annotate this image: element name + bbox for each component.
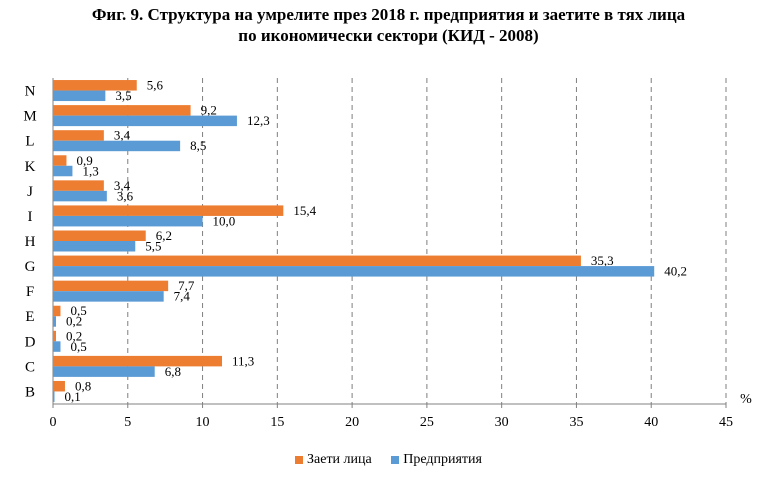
bar-employees <box>53 105 191 116</box>
data-label-enterprises: 40,2 <box>664 264 687 279</box>
x-tick-label: 20 <box>345 415 359 430</box>
bar-employees <box>53 355 222 367</box>
y-category-label: I <box>28 209 33 225</box>
data-label-employees: 0,9 <box>76 153 92 168</box>
bar-enterprises <box>53 391 55 402</box>
bar-employees <box>53 80 137 91</box>
bar-enterprises <box>53 241 136 252</box>
legend: Заети лица Предприятия <box>0 452 777 469</box>
data-label-enterprises: 8,5 <box>190 138 206 153</box>
data-label-employees: 0,5 <box>70 303 86 318</box>
bar-employees <box>53 330 56 342</box>
chart-title-line2: по икономически сектори (КИД - 2008) <box>238 26 539 45</box>
y-category-label: K <box>25 159 36 175</box>
data-label-employees: 3,4 <box>114 178 131 193</box>
bar-employees <box>53 205 284 216</box>
bar-enterprises <box>53 316 56 327</box>
bar-enterprises <box>53 266 655 277</box>
x-tick-label: 30 <box>495 415 509 430</box>
bar-enterprises <box>53 366 155 377</box>
data-label-enterprises: 0,1 <box>64 389 80 404</box>
data-label-employees: 0,2 <box>66 328 82 343</box>
data-label-employees: 6,2 <box>156 228 172 243</box>
y-category-label: B <box>25 384 35 400</box>
x-tick-label: 25 <box>420 415 434 430</box>
y-category-label: E <box>25 309 34 325</box>
bar-enterprises <box>53 341 61 352</box>
bar-enterprises <box>53 165 73 177</box>
bar-employees <box>53 280 169 292</box>
data-label-employees: 7,7 <box>178 278 195 293</box>
data-label-enterprises: 0,5 <box>70 339 86 354</box>
x-tick-label: 10 <box>196 415 210 430</box>
data-label-employees: 3,4 <box>114 128 131 143</box>
data-label-employees: 9,2 <box>201 103 217 118</box>
x-tick-label: 5 <box>124 415 131 430</box>
legend-item-employees: Заети лица <box>295 452 372 468</box>
chart-title-line1: Фиг. 9. Структура на умрелите през 2018 … <box>91 5 686 24</box>
chart-title: Фиг. 9. Структура на умрелите през 2018 … <box>0 4 777 46</box>
y-category-label: F <box>26 284 34 300</box>
data-label-employees: 0,8 <box>75 378 91 393</box>
x-unit-label: % <box>740 392 752 407</box>
data-label-enterprises: 5,5 <box>145 239 161 254</box>
legend-label-employees: Заети лица <box>307 452 372 467</box>
bar-enterprises <box>53 140 181 152</box>
bar-enterprises <box>53 291 164 302</box>
bar-enterprises <box>53 215 203 227</box>
bar-enterprises <box>53 90 106 102</box>
data-label-employees: 11,3 <box>232 353 254 368</box>
y-category-label: G <box>25 259 36 275</box>
data-label-enterprises: 12,3 <box>247 113 270 128</box>
bar-employees <box>53 180 104 191</box>
bar-employees <box>53 305 61 317</box>
x-tick-label: 45 <box>719 415 733 430</box>
bar-employees <box>53 155 67 166</box>
data-label-enterprises: 7,4 <box>174 289 191 304</box>
bar-employees <box>53 130 104 141</box>
data-label-enterprises: 6,8 <box>165 364 181 379</box>
bar-employees <box>53 230 146 241</box>
data-label-enterprises: 10,0 <box>213 213 236 228</box>
bar-employees <box>53 255 581 267</box>
bar-enterprises <box>53 115 237 127</box>
data-label-employees: 35,3 <box>591 253 614 268</box>
x-tick-label: 0 <box>50 415 57 430</box>
data-label-enterprises: 3,5 <box>115 88 131 103</box>
y-category-label: J <box>27 184 33 200</box>
x-tick-label: 40 <box>644 415 658 430</box>
data-label-employees: 5,6 <box>147 78 164 93</box>
bar-employees <box>53 380 65 392</box>
y-category-label: N <box>25 84 36 100</box>
data-label-enterprises: 3,6 <box>117 188 134 203</box>
legend-label-enterprises: Предприятия <box>403 452 482 467</box>
legend-swatch-employees <box>295 456 303 464</box>
data-label-enterprises: 0,2 <box>66 314 82 329</box>
y-category-label: C <box>25 359 35 375</box>
x-tick-label: 15 <box>270 415 284 430</box>
data-label-enterprises: 1,3 <box>82 163 98 178</box>
legend-item-enterprises: Предприятия <box>391 452 482 468</box>
y-category-label: M <box>23 109 36 125</box>
y-category-label: D <box>25 334 36 350</box>
x-tick-label: 35 <box>569 415 583 430</box>
data-label-employees: 15,4 <box>293 203 316 218</box>
legend-swatch-enterprises <box>391 456 400 464</box>
y-category-label: H <box>25 234 36 250</box>
bar-enterprises <box>53 190 107 202</box>
y-category-label: L <box>25 134 34 150</box>
